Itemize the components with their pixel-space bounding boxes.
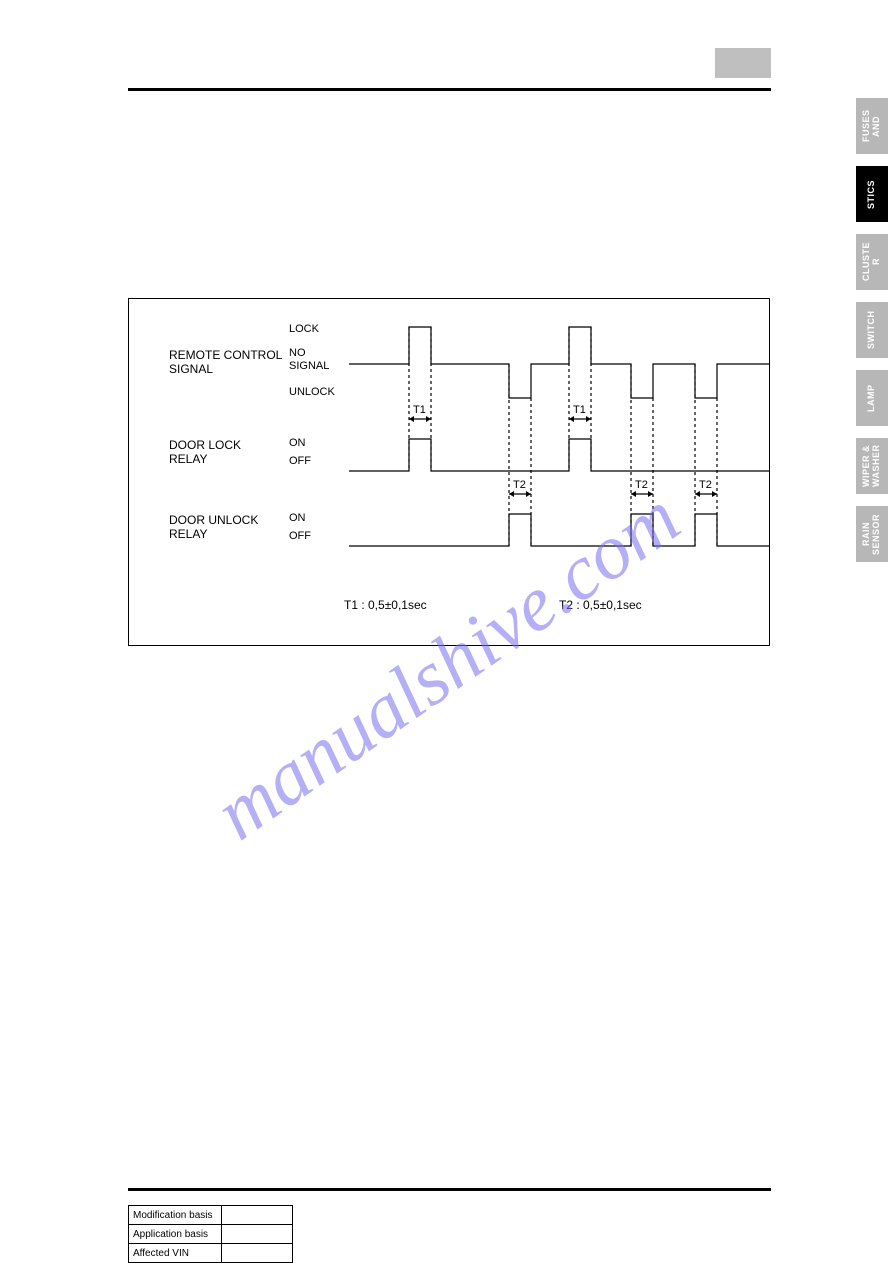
svg-text:REMOTE CONTROL: REMOTE CONTROL [169, 348, 283, 362]
svg-text:OFF: OFF [289, 455, 311, 467]
tab-wiper[interactable]: WIPER & WASHER [856, 438, 888, 494]
timing-diagram-svg: REMOTE CONTROLSIGNALLOCKNOSIGNALUNLOCKDO… [129, 299, 769, 645]
app-basis-value [222, 1225, 293, 1244]
svg-text:SIGNAL: SIGNAL [169, 362, 213, 376]
tab-fuses[interactable]: FUSES AND [856, 98, 888, 154]
svg-text:T2: T2 [699, 479, 712, 491]
tab-switch[interactable]: SWITCH [856, 302, 888, 358]
svg-text:ON: ON [289, 512, 306, 524]
mod-basis-label: Modification basis [129, 1206, 222, 1225]
vin-value [222, 1244, 293, 1263]
table-row: Affected VIN [129, 1244, 293, 1263]
svg-text:T1 : 0,5±0,1sec: T1 : 0,5±0,1sec [344, 598, 427, 612]
svg-text:RELAY: RELAY [169, 452, 207, 466]
svg-text:NO: NO [289, 347, 306, 359]
svg-text:T1: T1 [573, 404, 586, 416]
svg-text:DOOR UNLOCK: DOOR UNLOCK [169, 513, 258, 527]
table-row: Application basis [129, 1225, 293, 1244]
header-rule [128, 88, 771, 91]
tab-rain[interactable]: RAIN SENSOR [856, 506, 888, 562]
svg-text:T1: T1 [413, 404, 426, 416]
svg-text:UNLOCK: UNLOCK [289, 386, 336, 398]
timing-diagram: REMOTE CONTROLSIGNALLOCKNOSIGNALUNLOCKDO… [128, 298, 770, 646]
tab-lamp[interactable]: LAMP [856, 370, 888, 426]
header-grey-box [715, 48, 771, 78]
svg-text:LOCK: LOCK [289, 323, 320, 335]
table-row: Modification basis [129, 1206, 293, 1225]
svg-text:T2: T2 [513, 479, 526, 491]
svg-text:SIGNAL: SIGNAL [289, 360, 329, 372]
footer-rule [128, 1188, 771, 1191]
svg-text:T2: T2 [635, 479, 648, 491]
svg-text:T2 : 0,5±0,1sec: T2 : 0,5±0,1sec [559, 598, 642, 612]
svg-text:ON: ON [289, 437, 306, 449]
mod-basis-value [222, 1206, 293, 1225]
svg-text:RELAY: RELAY [169, 527, 207, 541]
app-basis-label: Application basis [129, 1225, 222, 1244]
svg-text:OFF: OFF [289, 530, 311, 542]
vin-label: Affected VIN [129, 1244, 222, 1263]
tab-stics[interactable]: STICS [856, 166, 888, 222]
tab-cluster[interactable]: CLUSTE R [856, 234, 888, 290]
side-tabs: FUSES AND STICS CLUSTE R SWITCH LAMP WIP… [856, 98, 888, 574]
modification-table: Modification basis Application basis Aff… [128, 1205, 293, 1263]
svg-text:DOOR LOCK: DOOR LOCK [169, 438, 241, 452]
